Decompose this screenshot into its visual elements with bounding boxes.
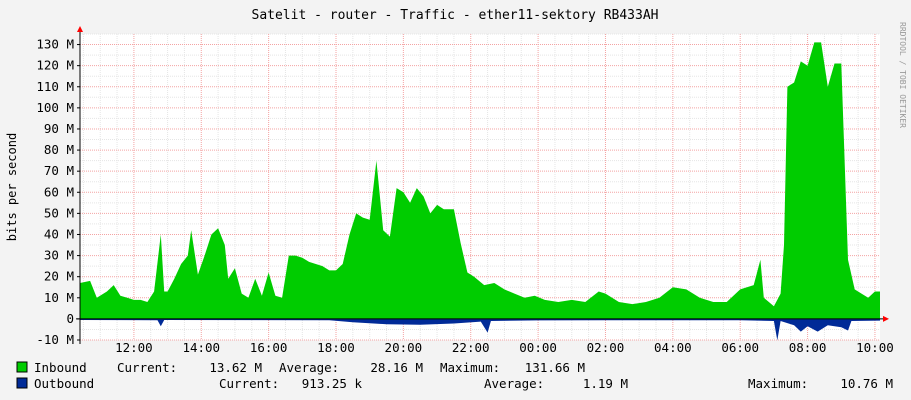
legend-inbound-average: 28.16 M [370,360,423,375]
y-tick-label: 60 M [44,184,74,199]
y-tick-label: 90 M [44,121,74,136]
y-tick-label: 0 [66,311,74,326]
legend-outbound-average: 1.19 M [583,376,628,391]
y-tick-label: 50 M [44,205,74,220]
chart-title: Satelit - router - Traffic - ether11-sek… [252,8,659,23]
y-tick-label: 120 M [36,58,74,73]
legend-outbound-maximum-label: Maximum: [748,376,808,391]
legend-inbound-current-label: Current: [117,360,177,375]
axes [76,26,889,344]
y-tick-label: 100 M [36,100,74,115]
x-tick-label: 00:00 [519,340,557,355]
y-tick-label: 10 M [44,290,74,305]
x-tick-label: 22:00 [452,340,490,355]
legend-outbound-current-label: Current: [219,376,279,391]
legend-inbound-name: Inbound [34,360,87,375]
watermark: RRDTOOL / TOBI OETIKER [898,22,907,128]
tick-labels: 130 M 120 M 110 M 100 M 90 M 80 M 70 M 60 M 50 M… [36,37,893,355]
y-tick-label: 110 M [36,79,74,94]
y-axis-label: bits per second [5,133,19,241]
y-axis-arrow [77,26,83,32]
legend-outbound-maximum: 10.76 M [840,376,893,391]
legend-inbound-average-label: Average: [279,360,339,375]
series-areas [80,42,880,341]
x-tick-label: 04:00 [654,340,692,355]
legend-inbound-maximum: 131.66 M [525,360,585,375]
legend-outbound-average-label: Average: [484,376,544,391]
x-tick-label: 10:00 [856,340,894,355]
legend-outbound-name: Outbound [34,376,94,391]
x-tick-label: 20:00 [385,340,423,355]
series-area-inbound [80,42,880,319]
x-tick-label: 12:00 [115,340,153,355]
y-tick-label: -10 M [36,332,74,347]
legend-inbound-current: 13.62 M [209,360,262,375]
x-axis-arrow [883,315,889,322]
x-tick-label: 08:00 [789,340,827,355]
series-area-outbound [80,318,880,341]
y-tick-label: 30 M [44,248,74,263]
x-tick-label: 14:00 [182,340,220,355]
x-tick-label: 16:00 [250,340,288,355]
y-tick-label: 20 M [44,269,74,284]
legend-outbound-current: 913.25 k [302,376,363,391]
y-tick-label: 80 M [44,142,74,157]
legend-swatch-inbound [16,361,28,373]
legend-swatch-outbound [16,377,28,389]
y-tick-label: 70 M [44,163,74,178]
legend-inbound-maximum-label: Maximum: [440,360,500,375]
x-tick-label: 02:00 [587,340,625,355]
x-tick-label: 18:00 [317,340,355,355]
y-tick-label: 130 M [36,37,74,52]
x-tick-label: 06:00 [721,340,759,355]
y-tick-label: 40 M [44,226,74,241]
